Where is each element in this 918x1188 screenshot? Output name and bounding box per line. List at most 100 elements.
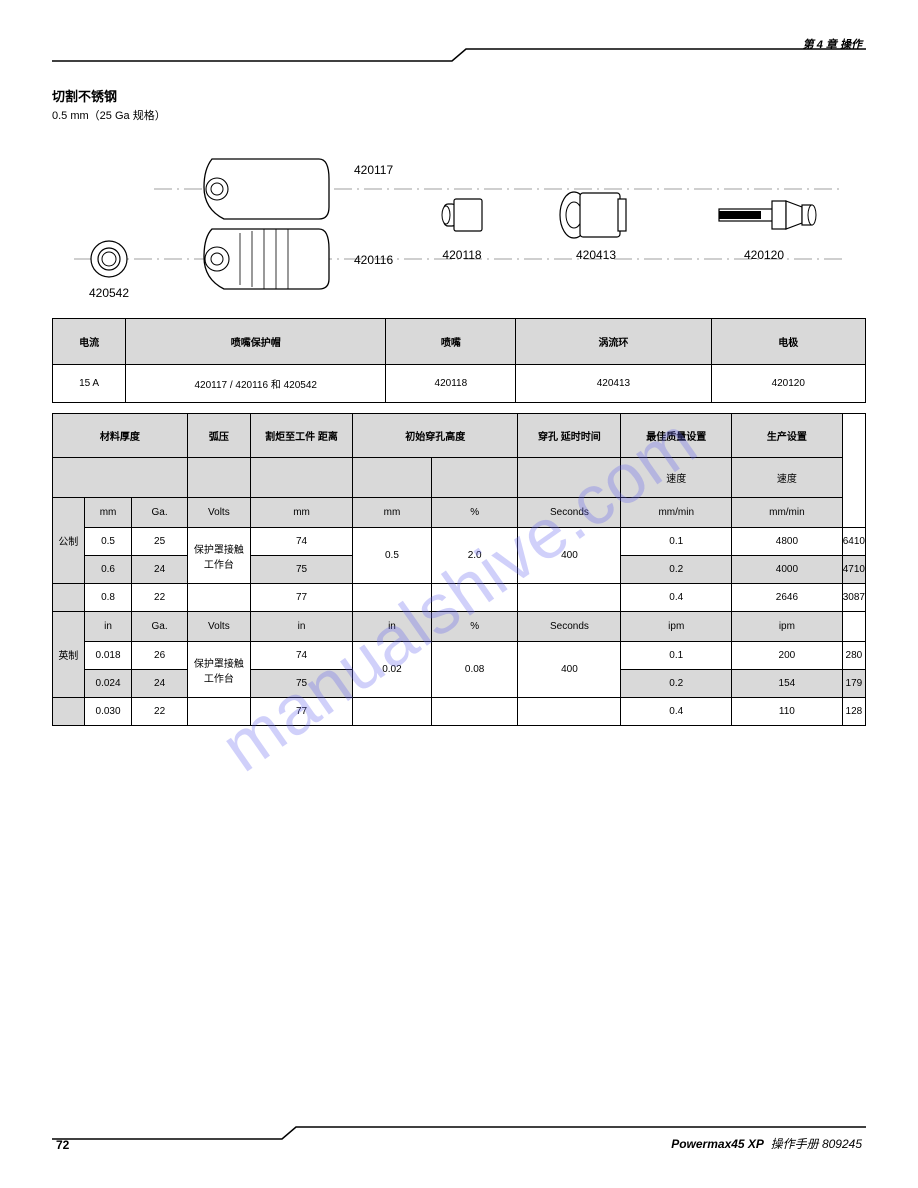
cut-u-pct: %	[431, 498, 518, 528]
cut-e-2-ctr	[187, 698, 250, 726]
cut-head-1: 材料厚度 弧压 割炬至工件 距离 初始穿孔高度 穿孔 延时时间 最佳质量设置 生…	[53, 414, 866, 458]
cut-e-0-8: 200	[732, 642, 843, 670]
parts-val-3: 420413	[516, 365, 711, 403]
cut-m-2-ctr	[187, 584, 250, 612]
cut-e-2-0: 0.030	[84, 698, 132, 726]
cut-e-row-0: 0.018 26 保护罩接触 工作台 74 0.02 0.08 400 0.1 …	[53, 642, 866, 670]
cut-e-2-7: 0.4	[621, 698, 732, 726]
cut-m-1-7: 0.2	[621, 556, 732, 584]
cut-m-0-9: 6410	[842, 528, 865, 556]
parts-val-0: 15 A	[53, 365, 126, 403]
cut-h2-blank4	[353, 458, 432, 498]
cut-m-row-2: 0.8 22 77 0.4 2646 3087	[53, 584, 866, 612]
cut-m-2-9: 3087	[842, 584, 865, 612]
cut-e-0-5: 0.08	[431, 642, 518, 698]
diagram-electrode-icon	[719, 201, 816, 229]
cut-e-sys	[53, 698, 85, 726]
cut-e-row-2: 0.030 22 77 0.4 110 128	[53, 698, 866, 726]
diagram-label-2b: 420116	[354, 253, 393, 267]
parts-table: 电流 喷嘴保护帽 喷嘴 涡流环 电极 15 A 420117 / 420116 …	[52, 318, 866, 403]
cut-m-2-5	[431, 584, 518, 612]
cut-m-2-3: 77	[251, 584, 353, 612]
cut-m-0-0: 0.5	[84, 528, 132, 556]
diagram-nozzle-icon	[442, 199, 482, 231]
cut-e-0-0: 0.018	[84, 642, 132, 670]
cut-m-0-4: 0.5	[353, 528, 432, 584]
cut-h2-speed1: 速度	[621, 458, 732, 498]
cut-u-ga: Ga.	[132, 498, 187, 528]
cut-u-in2: in	[251, 612, 353, 642]
diagram-cap-ribbed-icon	[204, 229, 329, 289]
parts-header-row: 电流 喷嘴保护帽 喷嘴 涡流环 电极	[53, 319, 866, 365]
cut-table: 材料厚度 弧压 割炬至工件 距离 初始穿孔高度 穿孔 延时时间 最佳质量设置 生…	[52, 413, 866, 726]
cut-h2-blank3	[251, 458, 353, 498]
cut-e-1-8: 154	[732, 670, 843, 698]
footer-model: Powermax45 XP	[671, 1137, 764, 1151]
cut-h2-blank5	[431, 458, 518, 498]
cut-m-0-6: 400	[518, 528, 621, 584]
cut-u-ipm2: ipm	[732, 612, 843, 642]
top-border-rule	[52, 48, 866, 62]
cut-u-pct2: %	[431, 612, 518, 642]
cut-head-2: 速度 速度	[53, 458, 866, 498]
cut-h1-1: 弧压	[187, 414, 250, 458]
cut-m-2-1: 22	[132, 584, 187, 612]
parts-col-cap: 喷嘴保护帽	[126, 319, 386, 365]
parts-col-current: 电流	[53, 319, 126, 365]
cut-m-0-3: 74	[251, 528, 353, 556]
header-chapter: 第 4 章 操作	[803, 36, 862, 52]
cut-m-1-9: 4710	[842, 556, 865, 584]
cut-m-0-5: 2.0	[431, 528, 518, 584]
section-title: 切割不锈钢	[52, 86, 866, 105]
cut-head-3-metric: 公制 mm Ga. Volts mm mm % Seconds mm/min m…	[53, 498, 866, 528]
cut-e-2-1: 22	[132, 698, 187, 726]
cut-e-1-9: 179	[842, 670, 865, 698]
cut-h1-5: 最佳质量设置	[621, 414, 732, 458]
cut-unit-metric: 公制	[53, 498, 85, 584]
parts-value-row: 15 A 420117 / 420116 和 420542 420118 420…	[53, 365, 866, 403]
header-chapter-num: 第 4 章	[803, 39, 837, 51]
cut-e-1-3: 75	[251, 670, 353, 698]
cut-m-2-7: 0.4	[621, 584, 732, 612]
cut-h1-3: 初始穿孔高度	[353, 414, 518, 458]
cut-u-volts: Volts	[187, 498, 250, 528]
diagram-label-3: 420118	[442, 248, 481, 262]
parts-diagram: 420542 420117 420116 420118	[52, 129, 866, 314]
cut-e-1-7: 0.2	[621, 670, 732, 698]
cut-e-2-9: 128	[842, 698, 865, 726]
diagram-ring-icon	[91, 241, 127, 277]
cut-e-2-5	[431, 698, 518, 726]
diagram-label-4: 420413	[576, 248, 616, 262]
section-subtitle: 0.5 mm（25 Ga 规格）	[52, 107, 866, 123]
cut-m-2-0: 0.8	[84, 584, 132, 612]
cut-e-0-4: 0.02	[353, 642, 432, 698]
footer-brand: Powermax45 XP 操作手册 809245	[671, 1135, 862, 1152]
cut-e-0-6: 400	[518, 642, 621, 698]
header-chapter-sub: 操作	[840, 39, 862, 51]
parts-val-4: 420120	[711, 365, 866, 403]
footer-doc: 操作手册 809245	[771, 1137, 862, 1151]
cut-e-2-6	[518, 698, 621, 726]
cut-e-0-9: 280	[842, 642, 865, 670]
cut-u-volts2: Volts	[187, 612, 250, 642]
cut-m-center: 保护罩接触 工作台	[187, 528, 250, 584]
parts-col-electrode: 电极	[711, 319, 866, 365]
cut-u-in3: in	[353, 612, 432, 642]
diagram-label-5: 420120	[744, 248, 784, 262]
cut-u-mmmin1: mm/min	[621, 498, 732, 528]
diagram-swirl-ring-icon	[560, 192, 626, 238]
cut-e-0-1: 26	[132, 642, 187, 670]
cut-e-0-3: 74	[251, 642, 353, 670]
cut-u-ipm1: ipm	[621, 612, 732, 642]
cut-h1-6: 生产设置	[732, 414, 843, 458]
page-number: 72	[56, 1138, 69, 1152]
cut-e-2-3: 77	[251, 698, 353, 726]
cut-m-1-3: 75	[251, 556, 353, 584]
parts-col-nozzle: 喷嘴	[386, 319, 516, 365]
cut-m-row-0: 0.5 25 保护罩接触 工作台 74 0.5 2.0 400 0.1 4800…	[53, 528, 866, 556]
cut-m-sys	[53, 584, 85, 612]
diagram-cap-smooth-icon	[204, 159, 329, 219]
cut-u-ga2: Ga.	[132, 612, 187, 642]
cut-u-mm: mm	[84, 498, 132, 528]
cut-e-0-7: 0.1	[621, 642, 732, 670]
